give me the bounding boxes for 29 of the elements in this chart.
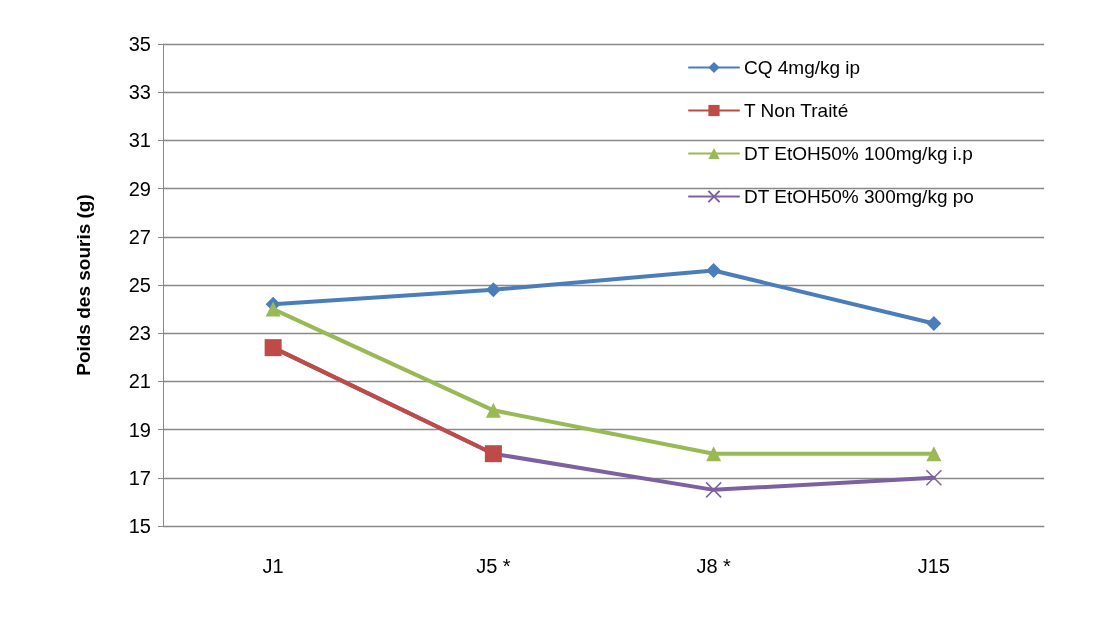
- legend-label: DT EtOH50% 100mg/kg i.p: [744, 143, 973, 164]
- point: [926, 316, 942, 332]
- y-tick-label: 15: [128, 515, 151, 537]
- point: [705, 481, 722, 499]
- point: [485, 402, 501, 418]
- y-tick-label: 31: [128, 129, 151, 152]
- legend-label: CQ 4mg/kg ip: [744, 57, 861, 78]
- y-tick-label: 19: [128, 418, 151, 441]
- point: [265, 301, 281, 317]
- point: [925, 469, 943, 487]
- point: [706, 446, 722, 462]
- y-tick-label: 25: [128, 274, 151, 296]
- y-tick-label: 33: [128, 81, 151, 104]
- y-tick-label: 21: [128, 370, 151, 393]
- legend-label: DT EtOH50% 300mg/kg po: [744, 186, 974, 207]
- y-tick-label: 27: [128, 225, 151, 248]
- y-tick-label: 23: [128, 322, 151, 345]
- y-axis-title: Poids des souris (g): [73, 194, 94, 376]
- y-tick-label: 29: [128, 177, 151, 200]
- point: [706, 263, 722, 279]
- x-tick-label: J5 *: [476, 555, 511, 577]
- legend-label: T Non Traité: [744, 100, 849, 121]
- x-tick-label: J1: [262, 555, 284, 577]
- x-tick-label: J15: [917, 555, 950, 577]
- y-tick-label: 35: [128, 33, 151, 55]
- point: [485, 282, 501, 298]
- x-tick-label: J8 *: [696, 555, 732, 577]
- y-tick-label: 17: [128, 466, 151, 489]
- point: [926, 446, 942, 462]
